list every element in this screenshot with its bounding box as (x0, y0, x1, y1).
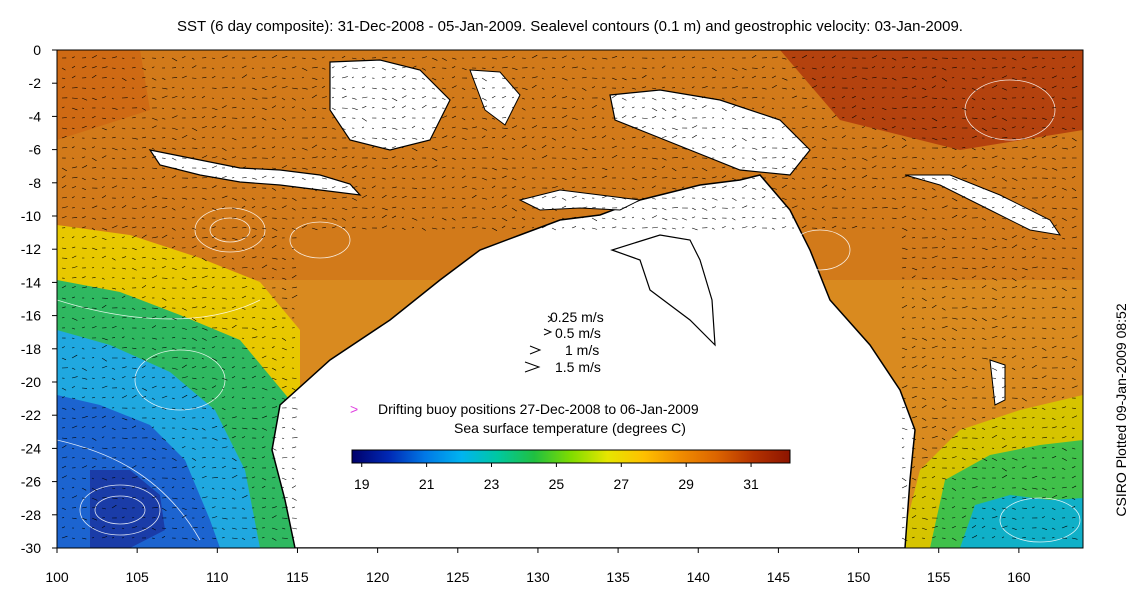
buoy-legend: > Drifting buoy positions 27-Dec-2008 to… (350, 401, 699, 417)
x-tick-label: 115 (286, 569, 309, 585)
colorbar-title: Sea surface temperature (degrees C) (454, 420, 686, 436)
velocity-legend-item: 1 m/s (529, 342, 599, 358)
borneo-land (329, 59, 451, 151)
y-tick-label: -24 (21, 440, 41, 456)
x-tick-label: 135 (606, 569, 630, 585)
buoy-marker-icon: > (350, 401, 358, 417)
x-tick-label: 140 (687, 569, 711, 585)
sst-field-warm-nw (57, 50, 150, 140)
x-tick-label: 130 (526, 569, 550, 585)
velocity-legend-item: 1.5 m/s (524, 359, 601, 375)
velocity-legend-item: 0.5 m/s (543, 325, 601, 341)
y-tick-label: 0 (33, 42, 41, 58)
x-tick-label: 160 (1007, 569, 1031, 585)
x-tick-label: 100 (45, 569, 69, 585)
velocity-arrow-2 (529, 345, 542, 355)
solomon-region (904, 174, 1062, 236)
x-tick-label: 110 (206, 569, 229, 585)
new-guinea-land (609, 89, 811, 176)
x-axis: 100 105 110 115 120 125 130 135 140 145 150 155 160 (45, 548, 1031, 585)
x-tick-label: 125 (446, 569, 470, 585)
y-tick-label: -14 (21, 274, 41, 290)
y-tick-label: -4 (29, 108, 42, 124)
y-tick-label: -20 (21, 374, 41, 390)
y-axis: 0 -2 -4 -6 -8 -10 -12 -14 -16 -18 -20 -22 -24 -26 -28 -… (21, 42, 57, 556)
colorbar-tick-label: 27 (613, 476, 629, 492)
velocity-arrow-0 (547, 315, 553, 323)
x-tick-label: 120 (366, 569, 390, 585)
map-layers (57, 50, 1083, 548)
y-tick-label: -22 (21, 407, 41, 423)
buoy-legend-label: Drifting buoy positions 27-Dec-2008 to 0… (378, 401, 699, 417)
colorbar-tick-label: 25 (549, 476, 565, 492)
sealevel-contours (57, 79, 1081, 543)
x-tick-label: 150 (847, 569, 871, 585)
map-title: SST (6 day composite): 31-Dec-2008 - 05-… (177, 18, 963, 35)
colorbar-tick-label: 19 (354, 476, 370, 492)
velocity-label-1: 0.5 m/s (555, 325, 601, 341)
colorbar: Sea surface temperature (degrees C) 19 21… (351, 420, 791, 492)
new-caledonia (989, 359, 1006, 406)
velocity-legend-item: 0.25 m/s (547, 309, 604, 325)
timor-region (518, 189, 642, 211)
velocity-label-3: 1.5 m/s (555, 359, 601, 375)
sst-field-warm-ne (780, 50, 1083, 150)
y-tick-label: -18 (21, 341, 41, 357)
velocity-arrows (61, 54, 1078, 542)
y-tick-label: -10 (21, 208, 41, 224)
velocity-arrow-1 (543, 328, 553, 336)
x-tick-label: 145 (767, 569, 791, 585)
colorbar-tick-label: 21 (419, 476, 435, 492)
velocity-label-0: 0.25 m/s (550, 309, 604, 325)
cape-york-land (610, 234, 716, 347)
velocity-arrow-3 (524, 361, 541, 373)
y-tick-label: -30 (21, 540, 41, 556)
colorbar-ticks: 19 21 23 25 27 29 31 (354, 463, 759, 492)
y-tick-label: -2 (29, 75, 42, 91)
y-tick-label: -26 (21, 474, 41, 490)
colorbar-tick-label: 23 (484, 476, 500, 492)
y-tick-label: -12 (21, 241, 41, 257)
velocity-legend: 0.25 m/s 0.5 m/s 1 m/s 1.5 m/s (524, 309, 604, 375)
x-tick-label: 105 (125, 569, 149, 585)
colorbar-tick-label: 31 (743, 476, 759, 492)
y-tick-label: -16 (21, 308, 41, 324)
plot-frame (56, 49, 1084, 549)
x-tick-label: 155 (927, 569, 951, 585)
sulawesi-land (469, 69, 521, 126)
java-land (148, 149, 362, 196)
y-tick-label: -6 (29, 142, 42, 158)
y-tick-label: -28 (21, 507, 41, 523)
velocity-label-2: 1 m/s (565, 342, 599, 358)
colorbar-tick-label: 29 (678, 476, 694, 492)
y-tick-label: -8 (29, 175, 42, 191)
colorbar-gradient (351, 449, 791, 464)
